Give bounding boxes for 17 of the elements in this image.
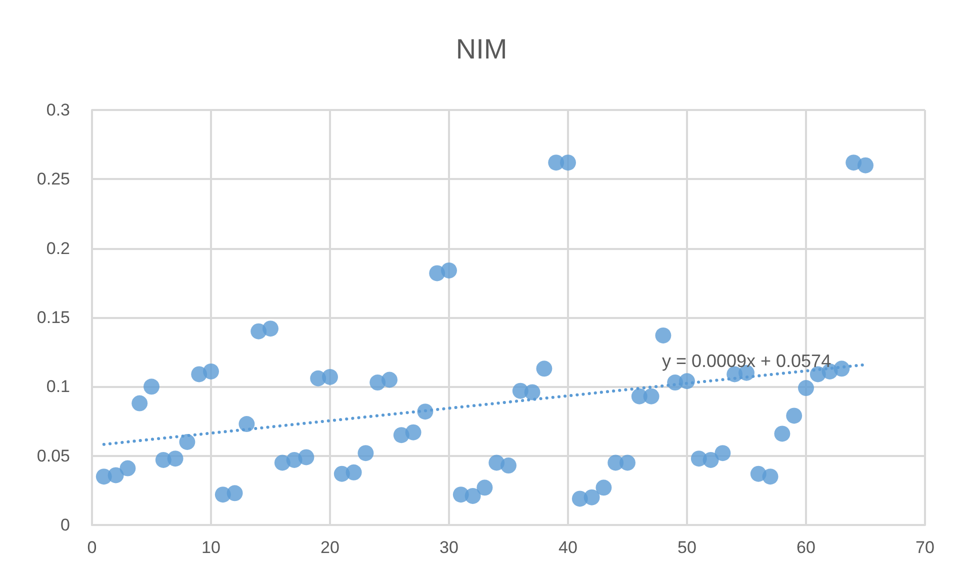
y-tick-label: 0.2 bbox=[46, 238, 70, 258]
x-tick-label: 0 bbox=[87, 538, 97, 557]
x-tick-label: 50 bbox=[678, 538, 696, 557]
x-tick-label: 10 bbox=[202, 538, 220, 557]
x-tick-label: 40 bbox=[558, 538, 578, 557]
x-tick-label: 60 bbox=[796, 538, 816, 557]
y-tick-label: 0.15 bbox=[36, 308, 70, 327]
x-tick-label: 70 bbox=[916, 538, 934, 557]
y-tick-label: 0.05 bbox=[36, 446, 70, 466]
y-tick-label: 0 bbox=[60, 516, 70, 534]
y-tick-label: 0.3 bbox=[46, 100, 70, 120]
x-tick-label: 20 bbox=[320, 538, 340, 557]
y-tick-label: 0.25 bbox=[36, 170, 70, 189]
annotation: y = 0.0009x + 0.0574 bbox=[662, 351, 832, 372]
chart-title: NIM bbox=[456, 34, 508, 64]
x-tick-label: 30 bbox=[440, 538, 458, 557]
y-tick-label: 0.1 bbox=[46, 377, 70, 396]
